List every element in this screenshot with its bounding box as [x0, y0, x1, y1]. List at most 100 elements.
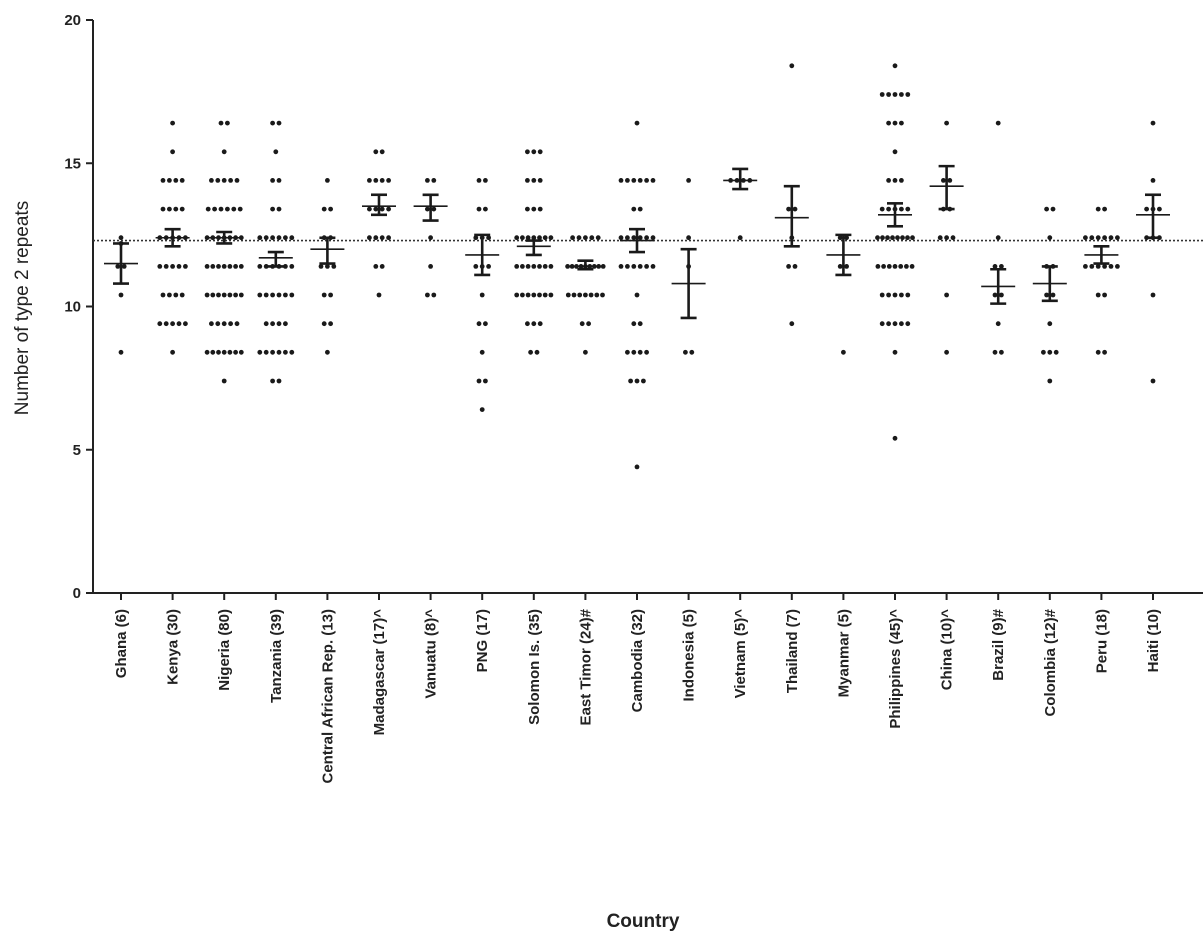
- data-point: [880, 235, 885, 240]
- data-point: [270, 350, 275, 355]
- data-point: [651, 264, 656, 269]
- data-point: [1083, 264, 1088, 269]
- data-point: [228, 178, 233, 183]
- data-point: [619, 264, 624, 269]
- data-point: [1041, 350, 1046, 355]
- data-point: [686, 235, 691, 240]
- y-tick-label: 0: [73, 585, 81, 602]
- data-point: [157, 321, 162, 326]
- data-point: [222, 321, 227, 326]
- data-point: [477, 379, 482, 384]
- data-point: [1096, 293, 1101, 298]
- data-point: [996, 121, 1001, 126]
- data-point: [644, 350, 649, 355]
- data-point: [944, 121, 949, 126]
- category-label: Central African Rep. (13): [319, 609, 336, 784]
- data-point: [880, 321, 885, 326]
- data-point: [531, 264, 536, 269]
- data-point: [793, 264, 798, 269]
- data-point: [367, 235, 372, 240]
- data-point: [225, 121, 230, 126]
- data-point: [373, 149, 378, 154]
- data-point: [257, 235, 262, 240]
- error-bar: [981, 269, 1015, 303]
- error-bar: [1084, 246, 1118, 263]
- data-point: [373, 178, 378, 183]
- data-point: [228, 321, 233, 326]
- data-point: [322, 207, 327, 212]
- data-point: [177, 321, 182, 326]
- data-point: [941, 178, 946, 183]
- data-point: [277, 207, 282, 212]
- data-point: [1044, 207, 1049, 212]
- error-bar: [826, 235, 860, 275]
- error-bar: [1033, 266, 1067, 300]
- data-point: [212, 207, 217, 212]
- data-point: [373, 264, 378, 269]
- data-point: [233, 293, 238, 298]
- category-label: Madagascar (17)^: [371, 609, 388, 736]
- category-label: Vietnam (5)^: [732, 609, 749, 699]
- data-point: [233, 350, 238, 355]
- data-point: [631, 350, 636, 355]
- data-point: [277, 178, 282, 183]
- data-point: [173, 207, 178, 212]
- data-point: [999, 293, 1004, 298]
- data-point: [893, 293, 898, 298]
- data-point: [1109, 235, 1114, 240]
- data-point: [899, 178, 904, 183]
- data-point: [289, 235, 294, 240]
- data-point: [899, 207, 904, 212]
- data-point: [520, 235, 525, 240]
- data-point: [270, 121, 275, 126]
- data-point: [1144, 207, 1149, 212]
- data-point: [589, 235, 594, 240]
- data-point: [386, 235, 391, 240]
- data-point: [386, 207, 391, 212]
- data-point: [899, 92, 904, 97]
- y-axis: 05101520: [64, 12, 93, 602]
- data-point: [525, 321, 530, 326]
- data-point: [328, 321, 333, 326]
- data-point: [1047, 379, 1052, 384]
- data-point: [222, 293, 227, 298]
- data-point: [1047, 321, 1052, 326]
- data-point: [257, 264, 262, 269]
- data-point: [277, 379, 282, 384]
- error-bar: [620, 229, 654, 252]
- data-point: [210, 264, 215, 269]
- data-point: [549, 235, 554, 240]
- data-point: [549, 293, 554, 298]
- data-point: [514, 264, 519, 269]
- data-point: [270, 178, 275, 183]
- data-point: [895, 235, 900, 240]
- data-point: [119, 235, 124, 240]
- data-point: [947, 178, 952, 183]
- data-point: [480, 350, 485, 355]
- data-point: [183, 264, 188, 269]
- data-point: [638, 178, 643, 183]
- data-point: [1157, 207, 1162, 212]
- error-bar: [207, 232, 241, 243]
- data-point: [789, 63, 794, 68]
- data-point: [283, 235, 288, 240]
- data-point: [233, 264, 238, 269]
- data-point: [631, 178, 636, 183]
- data-point: [1051, 293, 1056, 298]
- data-point: [951, 235, 956, 240]
- data-point: [477, 178, 482, 183]
- data-point: [644, 178, 649, 183]
- error-bar: [1136, 195, 1170, 238]
- data-point: [164, 321, 169, 326]
- data-point: [235, 178, 240, 183]
- data-point: [996, 235, 1001, 240]
- data-point: [380, 178, 385, 183]
- data-point: [886, 178, 891, 183]
- data-point: [1096, 350, 1101, 355]
- data-point: [257, 350, 262, 355]
- category-label: PNG (17): [474, 609, 491, 672]
- data-point: [180, 293, 185, 298]
- data-point: [483, 207, 488, 212]
- data-point: [638, 207, 643, 212]
- data-point: [431, 207, 436, 212]
